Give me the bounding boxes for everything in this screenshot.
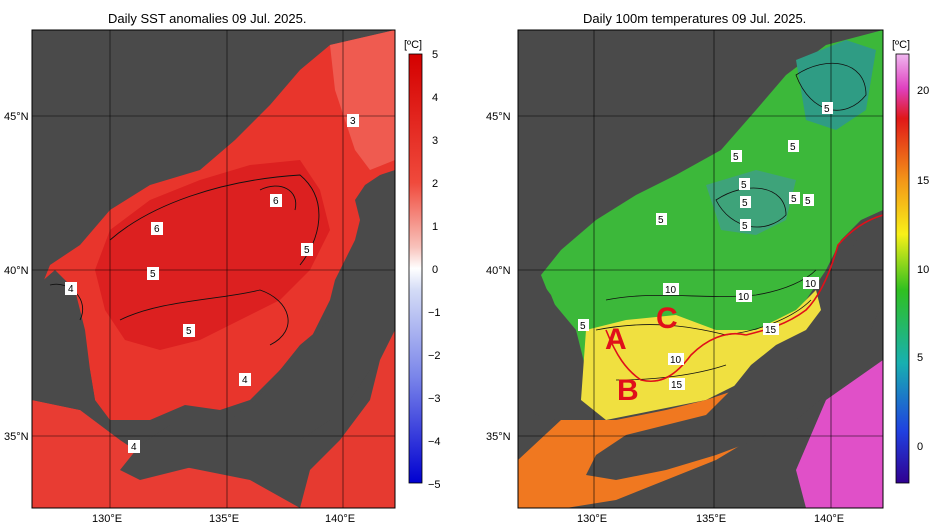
sea-ne (330, 30, 395, 170)
colorbar-ticks: 20 15 10 5 0 (917, 85, 929, 453)
svg-text:3: 3 (432, 135, 438, 147)
sea-sw (32, 400, 300, 508)
svg-text:5: 5 (432, 49, 438, 61)
lat-label: 40°N (4, 265, 29, 277)
svg-text:4: 4 (432, 92, 438, 104)
contour-label: 4 (68, 284, 74, 295)
lat-label: 45°N (4, 111, 29, 123)
sst-anomaly-panel: Daily SST anomalies 09 Jul. 2025. (0, 0, 466, 526)
sea-pacific-pink (796, 360, 883, 508)
svg-text:2: 2 (432, 178, 438, 190)
svg-text:5: 5 (917, 352, 923, 364)
svg-text:0: 0 (432, 264, 438, 276)
contour-label: 5 (580, 321, 586, 332)
region-label-c: C (656, 302, 678, 335)
temp-colorbar (895, 53, 910, 484)
svg-text:1: 1 (432, 221, 438, 233)
korea-land (32, 270, 95, 410)
lon-label: 135°E (209, 513, 239, 525)
contour-label: 5 (741, 180, 747, 191)
colorbar-ticks: 5 4 3 2 1 0 −1 −2 −3 −4 −5 (428, 49, 441, 491)
right-panel-title: Daily 100m temperatures 09 Jul. 2025. (583, 11, 807, 26)
contour-label-group: 5 5 5 5 5 5 5 5 5 10 10 10 10 15 15 5 (578, 102, 833, 391)
contour-label: 5 (824, 104, 830, 115)
svg-text:20: 20 (917, 85, 929, 97)
contour-label: 5 (742, 221, 748, 232)
contour-label: 5 (304, 245, 310, 256)
contour-label: 5 (733, 152, 739, 163)
svg-text:0: 0 (917, 441, 923, 453)
svg-text:−2: −2 (428, 350, 441, 362)
sea-warm-band (581, 290, 826, 420)
contour-label: 5 (186, 326, 192, 337)
contour-label: 5 (805, 196, 811, 207)
colorbar-unit: [ºC] (892, 39, 910, 51)
sea-pacific (300, 330, 395, 508)
lat-label: 35°N (4, 431, 29, 443)
contour-label: 6 (273, 196, 279, 207)
svg-text:−1: −1 (428, 307, 441, 319)
contour-label: 5 (658, 215, 664, 226)
japan-land (120, 170, 395, 480)
lat-label: 45°N (486, 111, 511, 123)
sea-green-area (541, 30, 883, 410)
lat-lon-grid (32, 30, 395, 508)
svg-text:−4: −4 (428, 436, 441, 448)
lat-label: 35°N (486, 431, 511, 443)
left-panel-title: Daily SST anomalies 09 Jul. 2025. (108, 11, 307, 26)
lon-label: 135°E (696, 513, 726, 525)
contour-label: 4 (242, 375, 248, 386)
lon-label: 140°E (814, 513, 844, 525)
korea-land (518, 275, 571, 420)
contour-label: 15 (671, 380, 683, 391)
sea-cool-north (796, 40, 876, 130)
colorbar-unit: [ºC] (404, 39, 422, 51)
contour-label: 10 (738, 292, 750, 303)
map-frame (31, 29, 396, 509)
lon-label: 130°E (92, 513, 122, 525)
lon-label: 140°E (325, 513, 355, 525)
sst-anomaly-map: 3 6 6 5 5 4 5 4 4 45°N 40°N 35°N 130°E 1… (4, 29, 441, 525)
contour-label: 6 (154, 224, 160, 235)
anomaly-contours (49, 174, 320, 346)
contour-label: 3 (350, 116, 356, 127)
svg-text:−3: −3 (428, 393, 441, 405)
map-frame (517, 29, 884, 509)
region-label-a: A (605, 323, 627, 356)
anomaly-colorbar (408, 53, 423, 484)
temp-100m-panel: Daily 100m temperatures 09 Jul. 2025. (466, 0, 933, 526)
contour-label: 10 (665, 285, 677, 296)
contour-label-group: 3 6 6 5 5 4 5 4 4 (65, 114, 359, 453)
svg-text:15: 15 (917, 175, 929, 187)
lon-label: 130°E (577, 513, 607, 525)
contour-label: 10 (670, 355, 682, 366)
contour-label: 5 (791, 194, 797, 205)
svg-text:−5: −5 (428, 479, 441, 491)
anomaly-core (95, 160, 330, 350)
svg-text:10: 10 (917, 264, 929, 276)
contour-label: 5 (150, 269, 156, 280)
contour-label: 5 (742, 198, 748, 209)
region-label-b: B (617, 374, 639, 407)
contour-label: 10 (805, 279, 817, 290)
contour-label: 15 (765, 325, 777, 336)
contour-label: 4 (131, 442, 137, 453)
contour-label: 5 (790, 142, 796, 153)
temp-100m-map: 5 5 5 5 5 5 5 5 5 10 10 10 10 15 15 5 A … (486, 29, 929, 525)
lat-label: 40°N (486, 265, 511, 277)
japan-land (586, 215, 883, 480)
